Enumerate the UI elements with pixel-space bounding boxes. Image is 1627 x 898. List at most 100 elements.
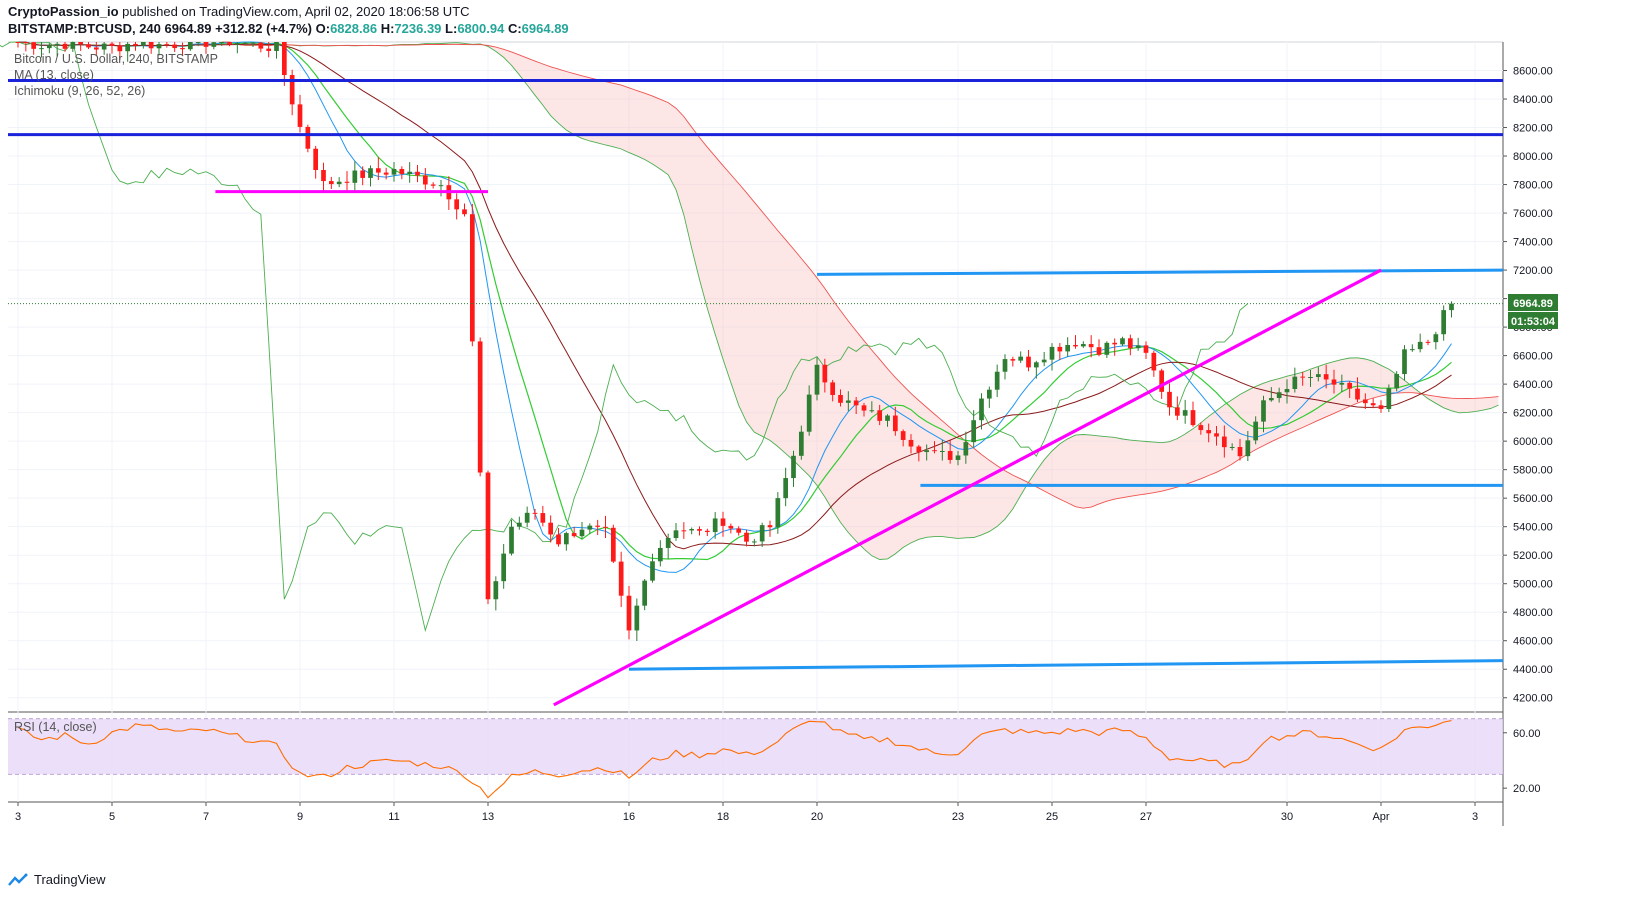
candle-body xyxy=(1033,362,1039,368)
candle-body xyxy=(1409,349,1415,351)
countdown-tag-label: 01:53:04 xyxy=(1511,316,1556,328)
candle-body xyxy=(603,526,608,528)
rising-trendline xyxy=(553,268,1382,707)
candle-body xyxy=(15,42,21,43)
candle-body xyxy=(242,42,248,44)
candle-body xyxy=(1237,446,1243,457)
candle-body xyxy=(1449,303,1454,311)
price-axis[interactable]: 4200.00 4400.00 4600.00 4800.00 5000.00 5200.… xyxy=(1503,66,1553,705)
candle-body xyxy=(1347,382,1353,389)
footer-brand[interactable]: TradingView xyxy=(8,872,106,887)
close-value: 6964.89 xyxy=(521,21,569,36)
candle-body xyxy=(892,415,898,432)
candle-body xyxy=(438,185,444,187)
legend-title[interactable]: Bitcoin / U.S. Dollar, 240, BITSTAMP xyxy=(14,52,219,66)
candle-body xyxy=(1221,436,1227,448)
candle-body xyxy=(798,431,804,456)
legend-rsi[interactable]: RSI (14, close) xyxy=(14,720,97,734)
candle-body xyxy=(1308,377,1313,379)
candle-body xyxy=(156,44,162,49)
candle-body xyxy=(297,104,303,127)
price-tick-label: 6200.00 xyxy=(1513,408,1553,420)
candle-body xyxy=(853,400,859,406)
candle-body xyxy=(1057,346,1063,352)
price-tick-label: 4600.00 xyxy=(1513,636,1553,648)
candle-body xyxy=(665,538,671,548)
candle-body xyxy=(164,44,170,46)
candle-body xyxy=(681,530,687,532)
candle-body xyxy=(712,518,718,533)
price-tick-label: 4200.00 xyxy=(1513,693,1553,705)
candle-body xyxy=(148,42,154,49)
candle-body xyxy=(634,605,640,631)
time-axis[interactable]: 3 5 7 9 11 13 16 18 20 23 25 27 30 Apr 3 xyxy=(15,802,1478,823)
symbol-label[interactable]: BITSTAMP:BTCUSD, 240 xyxy=(8,21,161,36)
candle-body xyxy=(172,44,178,49)
rsi-path xyxy=(17,720,1452,799)
candle-body xyxy=(869,410,875,412)
candle-body xyxy=(1198,425,1204,431)
candle-body xyxy=(1206,430,1212,434)
candle-body xyxy=(227,42,232,45)
candle-body xyxy=(509,526,514,554)
candle-body xyxy=(125,43,131,52)
candle-body xyxy=(1292,376,1298,389)
price-tick-label: 5400.00 xyxy=(1513,522,1553,534)
legend-ma[interactable]: MA (13, close) xyxy=(14,68,94,82)
price-tick-label: 5200.00 xyxy=(1513,550,1553,562)
candle-body xyxy=(258,42,264,49)
candle-body xyxy=(689,529,695,531)
candle-body xyxy=(211,42,217,47)
candle-body xyxy=(321,169,326,182)
time-tick-label: 18 xyxy=(717,811,729,823)
candle-body xyxy=(697,529,702,531)
candle-body xyxy=(375,168,381,173)
legend-ichimoku[interactable]: Ichimoku (9, 26, 52, 26) xyxy=(14,84,146,98)
candle-body xyxy=(23,42,29,44)
candle-body xyxy=(1315,374,1321,378)
candle-body xyxy=(1245,440,1251,457)
price-tick-label: 8600.00 xyxy=(1513,66,1553,78)
rsi-axis[interactable]: 20.00 60.00 xyxy=(1503,728,1541,795)
candle-body xyxy=(39,48,44,50)
candle-body xyxy=(1143,345,1149,353)
candle-body xyxy=(595,525,601,527)
candle-body xyxy=(1127,338,1133,349)
candle-body xyxy=(838,394,843,403)
candle-body xyxy=(266,48,272,51)
candle-body xyxy=(1300,376,1306,378)
candle-body xyxy=(759,525,765,542)
last-price-tag xyxy=(1508,294,1558,311)
candle-body xyxy=(360,170,366,178)
candle-body xyxy=(571,533,577,537)
price-tick-label: 7400.00 xyxy=(1513,237,1553,249)
last-price-tag-label: 6964.89 xyxy=(1513,298,1553,310)
candle-body xyxy=(540,513,546,523)
cloud-fill xyxy=(221,42,1499,560)
rsi-tick-label: 20.00 xyxy=(1513,783,1541,795)
candle-body xyxy=(250,42,256,44)
candle-body xyxy=(430,184,436,186)
last-price: 6964.89 xyxy=(164,21,212,36)
candle-body xyxy=(1355,388,1360,400)
candle-body xyxy=(469,214,475,342)
candle-body xyxy=(1370,403,1376,406)
candle-body xyxy=(1174,407,1180,416)
publisher-name[interactable]: CryptoPassion_io xyxy=(8,4,119,19)
time-tick-label: 3 xyxy=(15,811,21,823)
price-tick-label: 8000.00 xyxy=(1513,151,1553,163)
candle-body xyxy=(46,45,52,49)
candle-body xyxy=(477,341,483,473)
high-label: H: xyxy=(380,21,395,36)
rsi-tick-label: 60.00 xyxy=(1513,728,1541,740)
candle-body xyxy=(1159,370,1165,392)
candle-body xyxy=(1417,341,1423,350)
candle-body xyxy=(532,512,538,514)
price-tick-label: 6600.00 xyxy=(1513,351,1553,363)
candle-body xyxy=(822,364,828,383)
candle-body xyxy=(78,42,84,45)
candle-body xyxy=(1261,400,1266,422)
candle-body xyxy=(1167,391,1172,408)
candle-body xyxy=(203,42,209,47)
